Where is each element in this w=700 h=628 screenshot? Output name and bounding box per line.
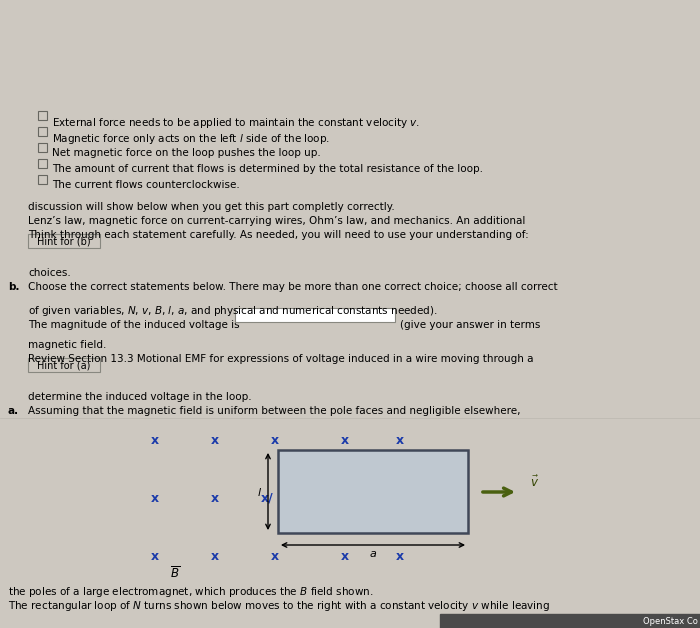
Text: x: x xyxy=(211,433,219,447)
Text: The amount of current that flows is determined by the total resistance of the lo: The amount of current that flows is dete… xyxy=(52,164,483,174)
Text: b.: b. xyxy=(8,282,20,292)
Text: x: x xyxy=(271,433,279,447)
Text: $\vec{v}$: $\vec{v}$ xyxy=(530,475,539,489)
Bar xyxy=(28,234,100,248)
Bar xyxy=(38,143,47,152)
Text: The current flows counterclockwise.: The current flows counterclockwise. xyxy=(52,180,239,190)
Text: x: x xyxy=(211,492,219,504)
Bar xyxy=(38,175,47,184)
Text: magnetic field.: magnetic field. xyxy=(28,340,106,350)
Bar xyxy=(28,358,100,372)
Text: a.: a. xyxy=(8,406,19,416)
Bar xyxy=(440,614,700,628)
Text: x: x xyxy=(396,433,404,447)
Text: Hint for (a): Hint for (a) xyxy=(37,360,91,370)
Text: x: x xyxy=(271,550,279,563)
Text: x: x xyxy=(396,550,404,563)
Text: x: x xyxy=(151,550,159,563)
Text: $a$: $a$ xyxy=(369,549,377,559)
Text: Magnetic force only acts on the left $l$ side of the loop.: Magnetic force only acts on the left $l$… xyxy=(52,132,330,146)
Text: Hint for (b): Hint for (b) xyxy=(37,236,91,246)
Text: discussion will show below when you get this part completly correctly.: discussion will show below when you get … xyxy=(28,202,395,212)
Text: (give your answer in terms: (give your answer in terms xyxy=(400,320,540,330)
Text: Net magnetic force on the loop pushes the loop up.: Net magnetic force on the loop pushes th… xyxy=(52,148,321,158)
Bar xyxy=(38,127,47,136)
Text: x: x xyxy=(341,492,349,504)
Text: choices.: choices. xyxy=(28,268,71,278)
Bar xyxy=(38,159,47,168)
Text: OpenStax Co: OpenStax Co xyxy=(643,617,698,625)
Text: x/: x/ xyxy=(261,492,274,504)
Bar xyxy=(278,450,468,533)
Text: determine the induced voltage in the loop.: determine the induced voltage in the loo… xyxy=(28,392,251,402)
Text: $\overline{B}$: $\overline{B}$ xyxy=(170,565,180,581)
Text: x: x xyxy=(396,492,404,504)
Text: The magnitude of the induced voltage is: The magnitude of the induced voltage is xyxy=(28,320,239,330)
Text: Think through each statement carefully. As needed, you will need to use your und: Think through each statement carefully. … xyxy=(28,230,528,240)
Text: $l$: $l$ xyxy=(258,486,262,498)
Text: x: x xyxy=(341,550,349,563)
Text: Assuming that the magnetic field is uniform between the pole faces and negligibl: Assuming that the magnetic field is unif… xyxy=(28,406,521,416)
Text: x: x xyxy=(341,433,349,447)
Text: x: x xyxy=(211,550,219,563)
Text: Lenz’s law, magnetic force on current-carrying wires, Ohm’s law, and mechanics. : Lenz’s law, magnetic force on current-ca… xyxy=(28,216,526,226)
Text: x: x xyxy=(151,433,159,447)
Text: x: x xyxy=(151,492,159,504)
Text: Choose the correct statements below. There may be more than one correct choice; : Choose the correct statements below. The… xyxy=(28,282,558,292)
Bar xyxy=(235,308,395,322)
Text: The rectangular loop of $N$ turns shown below moves to the right with a constant: The rectangular loop of $N$ turns shown … xyxy=(8,599,550,613)
Bar xyxy=(38,111,47,120)
Text: External force needs to be applied to maintain the constant velocity $v$.: External force needs to be applied to ma… xyxy=(52,116,420,130)
Text: of given variables, $N$, $v$, $B$, $l$, $a$, and physical and numerical constant: of given variables, $N$, $v$, $B$, $l$, … xyxy=(28,304,438,318)
Text: Review Section 13.3 Motional EMF for expressions of voltage induced in a wire mo: Review Section 13.3 Motional EMF for exp… xyxy=(28,354,533,364)
Text: the poles of a large electromagnet, which produces the $B$ field shown.: the poles of a large electromagnet, whic… xyxy=(8,585,373,599)
